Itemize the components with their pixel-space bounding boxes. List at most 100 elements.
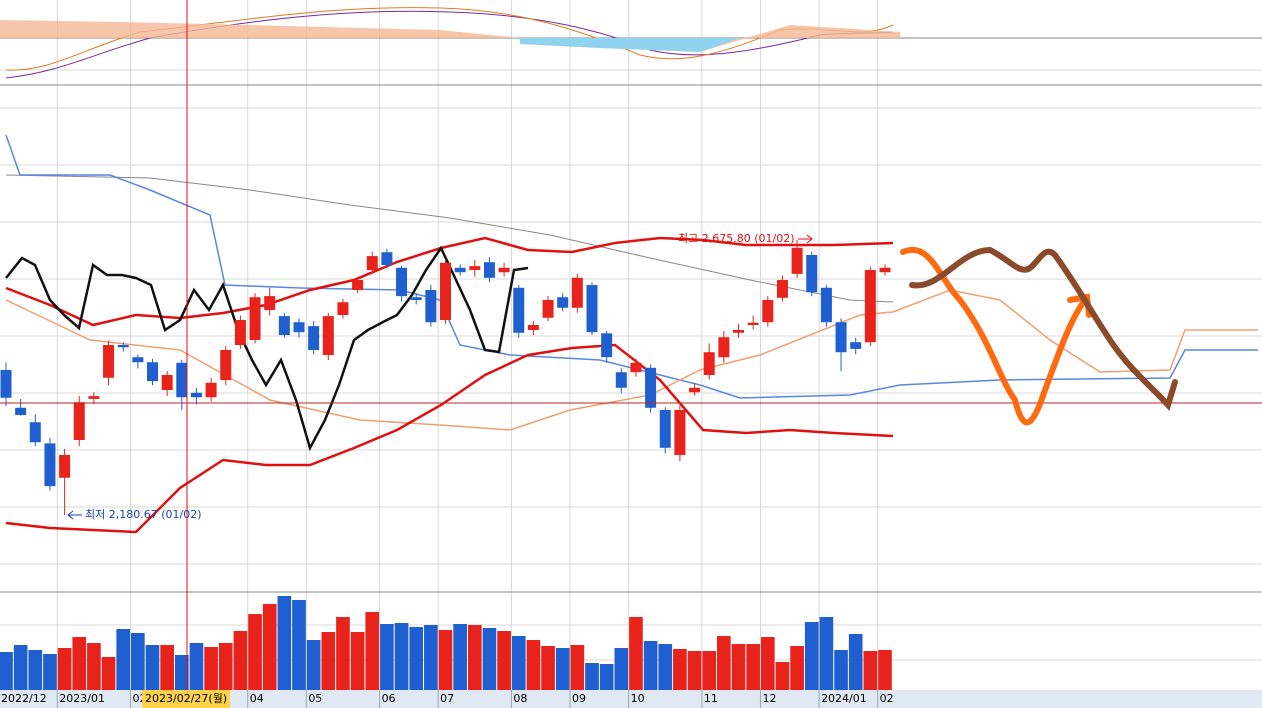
volume-bar bbox=[790, 646, 804, 690]
candle-body bbox=[15, 407, 27, 415]
volume-bar bbox=[321, 632, 336, 690]
candle-body bbox=[527, 325, 539, 330]
moving-average bbox=[5, 174, 894, 303]
volume-bar bbox=[453, 624, 467, 690]
candle-body bbox=[718, 337, 730, 358]
volume-bar bbox=[87, 643, 101, 690]
x-axis: 2022/12 2023/01 02 04 05 06 07 08 09 10 11 12 2024/0… bbox=[1, 690, 894, 708]
candle-body bbox=[586, 285, 598, 333]
candle-body bbox=[806, 255, 818, 293]
candle-body bbox=[542, 300, 554, 318]
candle-body bbox=[264, 296, 276, 310]
cursor-label-box bbox=[142, 690, 230, 708]
candle-body bbox=[835, 322, 847, 353]
volume-bar bbox=[863, 651, 878, 690]
high-annotation: 최고 2,675.80 (01/02) bbox=[678, 232, 795, 245]
candle-body bbox=[557, 297, 569, 308]
volume-bar bbox=[848, 634, 863, 690]
volume-bar bbox=[511, 636, 526, 690]
candle-body bbox=[747, 322, 759, 325]
volume-bar bbox=[336, 617, 350, 690]
volume-bar bbox=[380, 624, 394, 690]
volume-bar bbox=[775, 662, 790, 690]
volume-bar bbox=[28, 650, 43, 690]
candle-body bbox=[776, 280, 788, 298]
candle-body bbox=[278, 316, 290, 335]
volume-bar bbox=[204, 647, 218, 690]
volume-bar bbox=[365, 612, 380, 690]
candle-body bbox=[132, 357, 144, 363]
volume-bar bbox=[394, 623, 409, 690]
candle-body bbox=[29, 422, 41, 443]
volume-bar bbox=[218, 643, 233, 690]
candles bbox=[0, 240, 891, 516]
volume-bar bbox=[570, 645, 585, 690]
volume-bar bbox=[526, 640, 541, 690]
volume-bar bbox=[467, 625, 482, 690]
macd-signal bbox=[5, 10, 894, 79]
candle-body bbox=[337, 302, 349, 315]
volume-bar bbox=[482, 628, 497, 690]
volume-bar bbox=[819, 617, 834, 690]
volume-bar bbox=[292, 600, 306, 690]
volume-bar bbox=[702, 651, 717, 690]
candle-body bbox=[440, 262, 451, 320]
x-tick-label: 05 bbox=[308, 692, 322, 705]
candle-body bbox=[205, 382, 217, 398]
x-tick-label: 12 bbox=[762, 692, 776, 705]
candle-body bbox=[879, 267, 891, 273]
volume-bar bbox=[189, 643, 204, 690]
candle-body bbox=[733, 330, 744, 333]
arrow bbox=[67, 510, 82, 520]
macd-histogram-negative bbox=[520, 38, 740, 52]
candle-body bbox=[425, 290, 437, 323]
x-tick-label: 10 bbox=[631, 692, 645, 705]
candle-body bbox=[322, 316, 334, 355]
volume-bar bbox=[424, 625, 438, 690]
candle-body bbox=[59, 455, 71, 478]
volume-bar bbox=[643, 641, 658, 690]
cursor-label: 2023/02/27(월) bbox=[145, 692, 227, 705]
candle-body bbox=[513, 287, 525, 333]
volume-bars bbox=[0, 596, 892, 690]
candle-body bbox=[469, 266, 481, 270]
volume-bar bbox=[673, 649, 687, 690]
candle-body bbox=[190, 392, 202, 398]
volume-bar bbox=[174, 655, 189, 690]
volume-bar bbox=[13, 645, 28, 690]
candle-body bbox=[864, 270, 876, 343]
candle-body bbox=[645, 367, 657, 408]
volume-bar bbox=[160, 645, 174, 690]
candle-body bbox=[293, 322, 305, 333]
volume-bar bbox=[497, 631, 511, 690]
x-tick-label: 2023/01 bbox=[59, 692, 105, 705]
volume-bar bbox=[43, 654, 57, 690]
volume-bar bbox=[629, 617, 643, 690]
volume-bar bbox=[57, 648, 72, 690]
volume-bar bbox=[306, 640, 321, 690]
candle-body bbox=[234, 320, 246, 345]
candle-body bbox=[791, 247, 803, 274]
candle-body bbox=[73, 402, 85, 440]
candle-body bbox=[703, 352, 715, 375]
volume-bar bbox=[72, 637, 87, 690]
candle-body bbox=[88, 396, 100, 399]
candle-body bbox=[103, 345, 115, 378]
x-tick-label: 07 bbox=[440, 692, 454, 705]
candle-body bbox=[483, 262, 495, 278]
volume-bar bbox=[145, 645, 160, 690]
candle-body bbox=[615, 372, 627, 388]
candle-body bbox=[630, 362, 642, 373]
volume-bar bbox=[834, 650, 848, 690]
candle-body bbox=[308, 326, 320, 350]
ichimoku-span-b bbox=[5, 134, 1258, 399]
volume-bar bbox=[804, 622, 819, 690]
volume-bar bbox=[101, 657, 116, 690]
volume-bar bbox=[760, 637, 775, 690]
candle-body bbox=[689, 387, 701, 393]
candle-body bbox=[176, 362, 188, 398]
candle-body bbox=[220, 350, 232, 380]
candle-body bbox=[381, 252, 393, 265]
